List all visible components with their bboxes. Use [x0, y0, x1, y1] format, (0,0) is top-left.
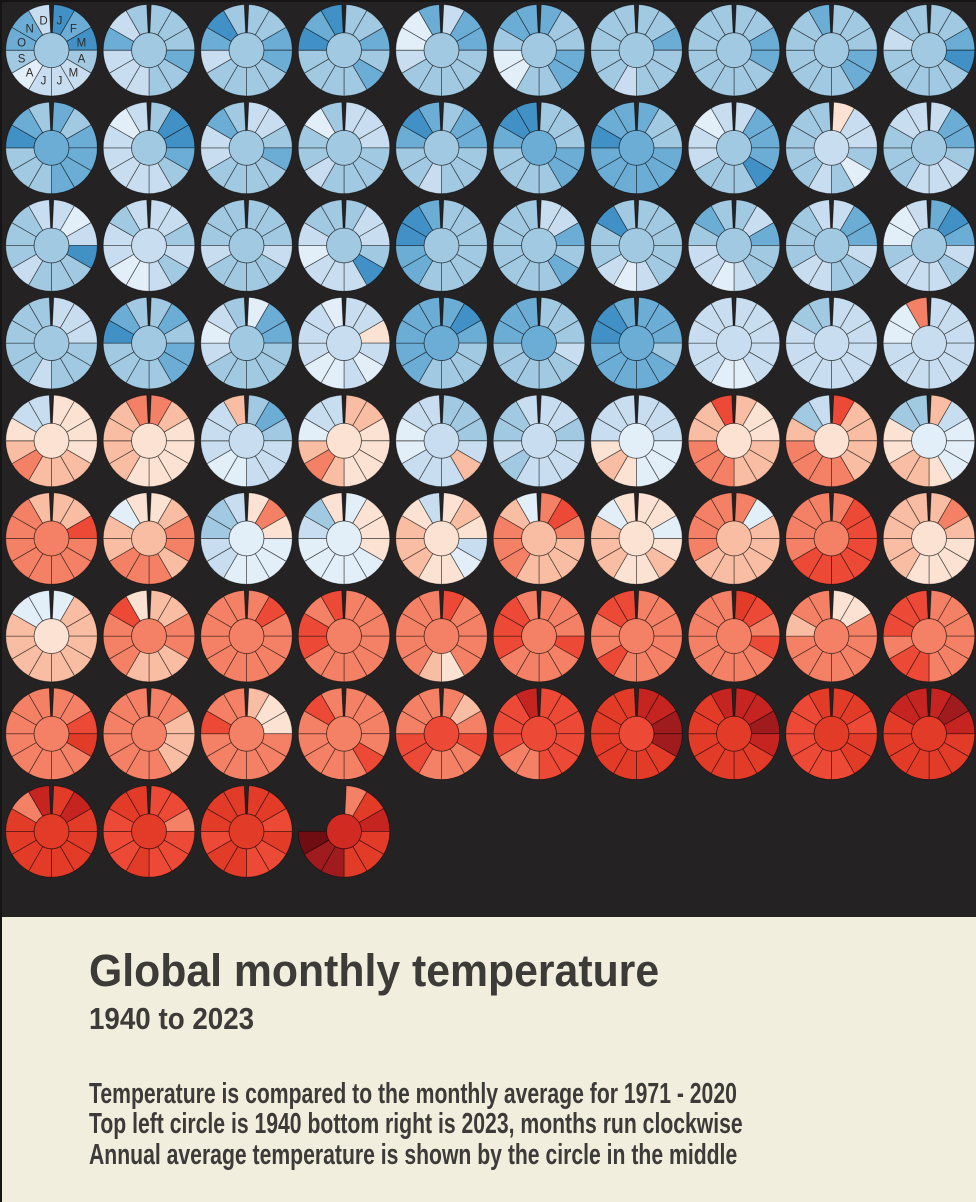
svg-text:J: J: [41, 75, 47, 87]
svg-text:J: J: [57, 75, 63, 87]
svg-text:O: O: [17, 38, 26, 50]
svg-text:F: F: [70, 24, 77, 36]
svg-text:J: J: [57, 16, 63, 28]
svg-text:N: N: [25, 24, 33, 36]
svg-text:M: M: [69, 67, 79, 79]
svg-text:S: S: [18, 54, 26, 66]
svg-text:A: A: [26, 67, 34, 79]
svg-text:D: D: [39, 16, 47, 28]
svg-text:M: M: [77, 38, 87, 50]
svg-text:A: A: [78, 54, 86, 66]
